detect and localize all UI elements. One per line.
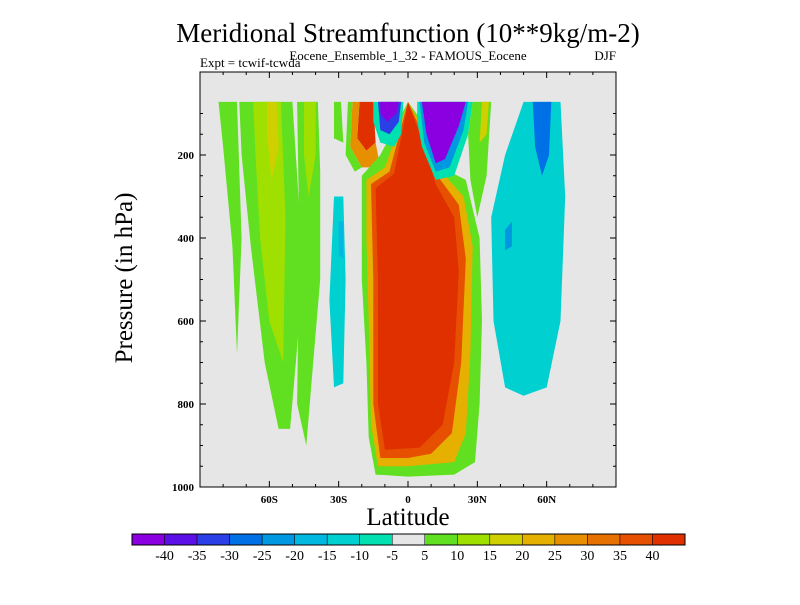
colorbar-swatch: [489, 533, 523, 546]
colorbar-label: 5: [421, 549, 428, 564]
colorbar-swatch: [131, 533, 165, 546]
colorbar-swatch: [164, 533, 198, 546]
contour-green-30s: [334, 101, 344, 143]
contour-neg-s-purple: [380, 101, 399, 122]
colorbar-label: 15: [483, 549, 497, 564]
contour-n-cyan-small: [505, 221, 512, 251]
contour-s-yellow: [267, 101, 279, 180]
colorbar-label: -20: [285, 549, 304, 564]
x-tick-label: 60S: [261, 494, 278, 506]
colorbar-label: 25: [548, 549, 562, 564]
colorbar-swatch: [261, 533, 295, 546]
colorbar: -40 -35 -30 -25 -20 -15 -10 -5 5 10 15 20 25 30 35 40: [131, 533, 686, 564]
contour-s-lime: [253, 101, 286, 363]
chart-subtitle: Eocene_Ensemble_1_32 - FAMOUS_Eocene: [289, 48, 527, 63]
colorbar-label: -15: [318, 549, 337, 564]
chart-title: Meridional Streamfunction (10**9kg/m-2): [176, 18, 639, 48]
colorbar-label: -35: [188, 549, 207, 564]
contour-neg-n-purple: [421, 101, 466, 164]
contour-yellow-30n: [479, 101, 489, 143]
colorbar-swatch: [619, 533, 653, 546]
colorbar-swatch: [359, 533, 393, 546]
colorbar-label: 35: [613, 549, 627, 564]
contour-n-blue: [532, 101, 552, 176]
x-axis-title: Latitude: [366, 504, 449, 531]
x-tick-label: 0: [405, 494, 411, 506]
contour-orange-20s: [350, 101, 381, 168]
x-tick-label: 30N: [468, 494, 487, 506]
colorbar-swatch: [522, 533, 556, 546]
colorbar-swatch: [457, 533, 491, 546]
colorbar-frame: [131, 533, 686, 546]
contour-s-green: [218, 101, 242, 355]
x-tick-label: 30S: [330, 494, 347, 506]
contour-red-20s: [357, 101, 376, 151]
colorbar-swatch: [424, 533, 458, 546]
colorbar-label: 40: [645, 549, 659, 564]
colorbar-swatch: [554, 533, 588, 546]
contour-s-blue: [338, 221, 344, 259]
colorbar-label: 20: [515, 549, 529, 564]
colorbar-swatch: [652, 533, 686, 546]
colorbar-label: -5: [386, 549, 398, 564]
y-tick-label: 400: [178, 233, 195, 245]
colorbar-swatch: [229, 533, 263, 546]
season-label: DJF: [594, 48, 616, 63]
contour-green-20s: [345, 101, 362, 172]
colorbar-label: -40: [155, 549, 174, 564]
contour-lime-40s: [304, 101, 316, 197]
y-tick-label: 1000: [172, 482, 195, 494]
axes: 60S 30S 0 30N 60N 200 400 600 800 1000: [172, 71, 617, 506]
expt-label: Expt = tcwif-tcwda: [200, 55, 301, 70]
colorbar-swatch: [294, 533, 328, 546]
colorbar-label: -30: [220, 549, 239, 564]
x-tick-label: 60N: [537, 494, 556, 506]
y-axis-title: Pressure (in hPa): [111, 193, 138, 364]
y-tick-label: 200: [178, 150, 195, 162]
colorbar-swatch: [326, 533, 360, 546]
contour-n-cyan: [491, 101, 566, 396]
colorbar-swatch: [587, 533, 621, 546]
colorbar-label: -10: [350, 549, 369, 564]
colorbar-label: -25: [253, 549, 272, 564]
y-tick-label: 800: [178, 399, 195, 411]
contour-tropics-red: [375, 103, 459, 450]
colorbar-swatch: [391, 533, 426, 546]
colorbar-label: 10: [450, 549, 464, 564]
colorbar-label: 30: [580, 549, 594, 564]
contour-green-40s: [297, 101, 321, 446]
colorbar-swatch: [196, 533, 230, 546]
y-tick-label: 600: [178, 316, 195, 328]
plot-area: [200, 72, 616, 487]
